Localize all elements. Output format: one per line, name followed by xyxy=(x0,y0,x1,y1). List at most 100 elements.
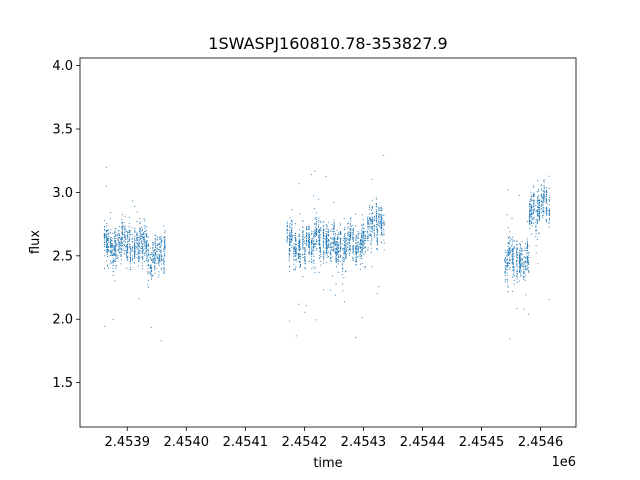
data-point xyxy=(295,252,297,254)
data-point xyxy=(121,221,123,223)
data-point xyxy=(521,258,523,260)
data-point xyxy=(533,222,535,225)
data-point xyxy=(345,242,347,244)
data-point xyxy=(138,244,140,246)
data-point xyxy=(147,248,149,250)
data-point xyxy=(320,229,322,231)
data-point xyxy=(320,256,322,258)
data-point xyxy=(109,254,111,256)
data-point xyxy=(142,248,144,250)
data-point xyxy=(127,246,129,248)
data-point xyxy=(112,246,114,248)
data-point xyxy=(159,249,161,251)
data-point xyxy=(126,249,128,251)
data-point xyxy=(298,243,300,245)
data-point xyxy=(537,188,539,190)
data-point xyxy=(129,247,131,249)
data-point xyxy=(117,257,119,259)
data-point xyxy=(288,253,290,255)
data-point xyxy=(308,225,310,227)
data-point xyxy=(330,289,332,291)
data-point xyxy=(158,253,160,256)
data-point xyxy=(369,226,371,228)
data-point xyxy=(315,234,317,236)
data-point xyxy=(523,308,525,310)
data-point xyxy=(359,243,361,245)
data-point xyxy=(371,207,373,209)
data-points xyxy=(103,154,551,342)
data-point xyxy=(154,253,157,255)
data-point xyxy=(136,243,138,245)
data-point xyxy=(289,241,291,243)
data-point xyxy=(110,212,112,214)
data-point xyxy=(326,233,328,235)
data-point xyxy=(305,240,307,242)
data-point xyxy=(338,263,340,265)
data-point xyxy=(117,239,119,241)
data-point xyxy=(144,227,146,229)
data-point xyxy=(355,243,357,245)
data-point xyxy=(105,240,107,242)
data-point xyxy=(310,240,313,242)
data-point xyxy=(352,229,354,231)
data-point xyxy=(378,225,380,228)
data-point xyxy=(299,265,302,267)
data-point xyxy=(512,254,514,256)
data-point xyxy=(104,325,106,327)
data-point xyxy=(523,272,525,274)
data-point xyxy=(542,208,544,210)
data-point xyxy=(543,190,545,192)
data-point xyxy=(341,259,343,261)
data-point xyxy=(126,244,128,246)
data-point xyxy=(302,239,304,241)
data-point xyxy=(126,246,128,249)
data-point xyxy=(349,250,352,252)
data-point xyxy=(334,238,336,240)
data-point xyxy=(121,245,124,247)
data-point xyxy=(509,246,511,248)
data-point xyxy=(339,241,341,243)
data-point xyxy=(318,217,320,219)
data-point xyxy=(161,243,163,245)
data-point xyxy=(115,237,117,239)
data-point xyxy=(361,262,363,264)
data-point xyxy=(543,191,545,193)
data-point xyxy=(132,241,134,243)
data-point xyxy=(308,242,310,244)
data-point xyxy=(138,249,140,251)
data-point xyxy=(371,208,373,210)
data-point xyxy=(288,240,290,243)
data-point xyxy=(537,195,539,197)
data-point xyxy=(545,189,548,191)
data-point xyxy=(339,223,341,225)
data-point xyxy=(383,225,385,227)
data-point xyxy=(538,219,540,221)
data-point xyxy=(314,223,316,226)
data-point xyxy=(383,234,385,236)
data-point xyxy=(131,250,133,252)
data-point xyxy=(139,235,141,237)
data-point xyxy=(145,249,148,251)
data-point xyxy=(139,228,141,231)
data-point xyxy=(163,250,165,252)
data-point xyxy=(521,259,523,261)
data-point xyxy=(355,263,358,266)
data-point xyxy=(533,202,535,204)
data-point xyxy=(516,251,518,253)
data-point xyxy=(144,220,146,222)
data-point xyxy=(286,237,289,239)
data-point xyxy=(548,222,550,225)
data-point xyxy=(103,219,105,221)
data-point xyxy=(108,249,110,251)
data-point xyxy=(345,238,347,240)
data-point xyxy=(531,225,533,227)
data-point xyxy=(123,237,126,239)
data-point xyxy=(375,196,377,199)
data-point xyxy=(543,180,545,182)
data-point xyxy=(136,237,138,239)
data-point xyxy=(376,228,378,230)
data-point xyxy=(313,262,315,264)
data-point xyxy=(305,238,308,240)
data-point xyxy=(519,263,521,265)
data-point xyxy=(107,230,109,232)
